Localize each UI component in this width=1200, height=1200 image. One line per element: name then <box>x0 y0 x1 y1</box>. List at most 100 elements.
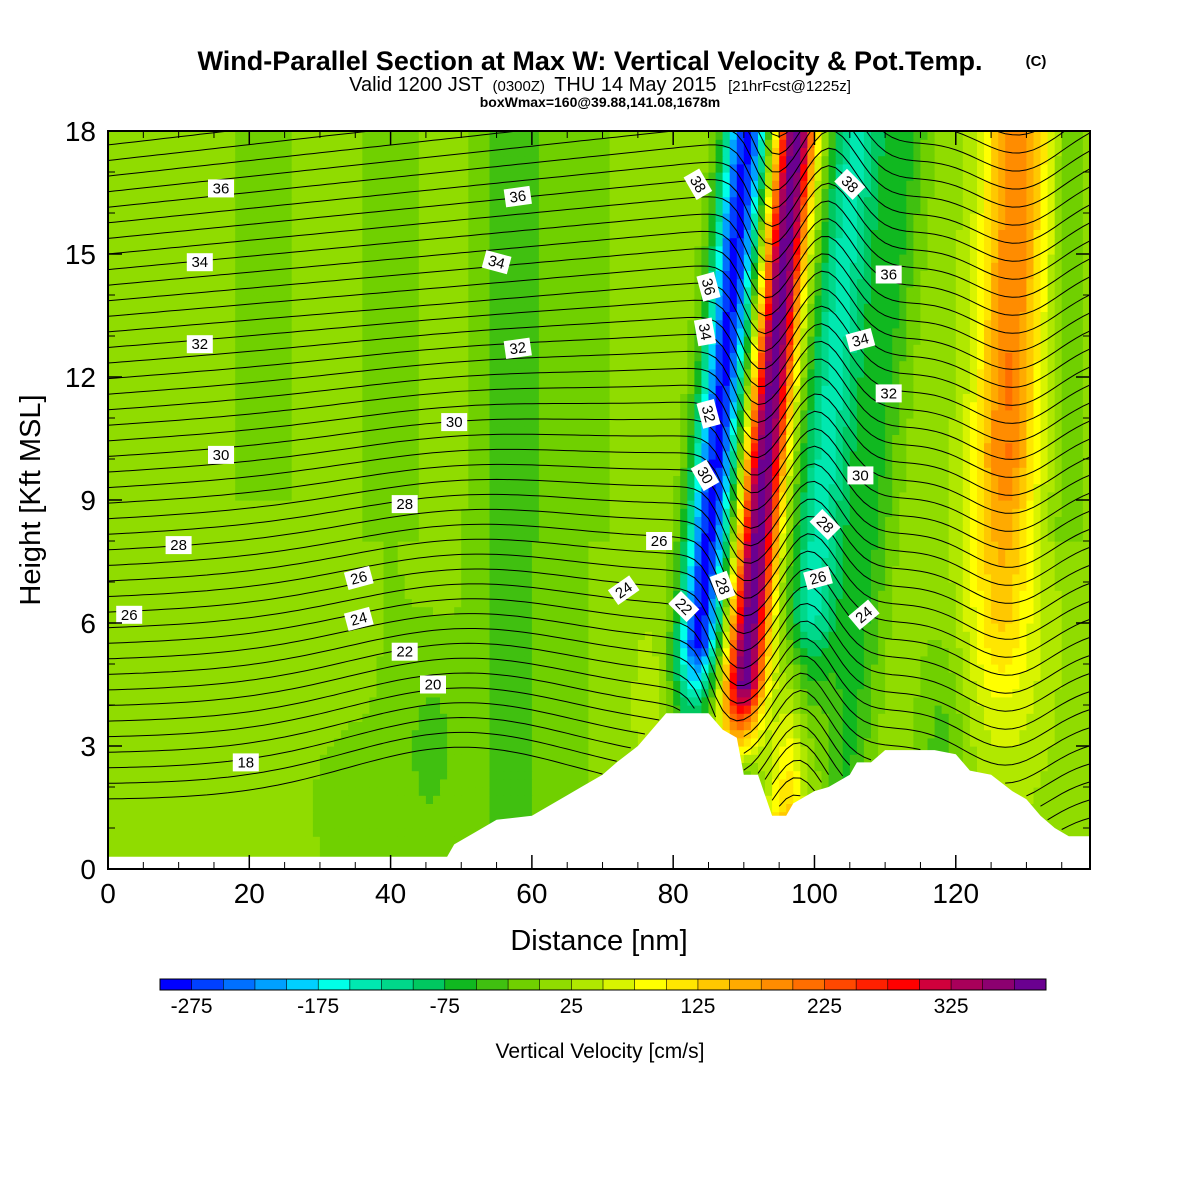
field-cell <box>807 696 816 706</box>
field-cell <box>214 729 222 739</box>
field-cell <box>588 688 597 698</box>
field-cell <box>164 721 173 731</box>
field-cell <box>1082 639 1090 649</box>
field-cell <box>560 631 568 640</box>
field-cell <box>129 836 137 845</box>
field-cell <box>503 803 512 813</box>
field-cell <box>214 582 222 591</box>
field-cell <box>1047 754 1056 763</box>
field-cell <box>475 778 484 788</box>
field-cell <box>574 770 582 780</box>
field-cell <box>277 737 286 747</box>
field-cell <box>828 639 837 649</box>
field-cell <box>461 795 469 804</box>
field-cell <box>404 664 413 673</box>
field-cell <box>369 803 378 813</box>
field-cell <box>977 631 985 640</box>
field-cell <box>553 795 561 804</box>
field-cell <box>298 795 307 804</box>
field-cell <box>143 770 151 780</box>
field-cell <box>609 631 618 640</box>
field-cell <box>871 729 879 739</box>
field-cell <box>927 737 936 747</box>
field-cell <box>736 631 745 640</box>
field-cell <box>616 746 625 755</box>
field-cell <box>447 672 455 681</box>
field-cell <box>411 795 420 804</box>
field-cell <box>397 729 406 739</box>
field-cell <box>206 836 215 845</box>
field-cell <box>531 729 540 739</box>
field-cell <box>178 696 187 706</box>
field-cell <box>425 639 434 649</box>
field-cell <box>538 680 547 690</box>
field-cell <box>362 770 370 780</box>
field-cell <box>560 639 568 649</box>
field-cell <box>164 770 173 780</box>
field-cell <box>291 844 300 854</box>
field-cell <box>1075 819 1084 829</box>
field-cell <box>546 713 554 722</box>
field-cell <box>376 778 385 788</box>
field-cell <box>708 696 717 706</box>
field-cell <box>828 672 837 681</box>
field-cell <box>1054 606 1063 616</box>
field-cell <box>666 639 674 649</box>
field-cell <box>630 664 639 673</box>
field-cell <box>503 811 512 821</box>
field-cell <box>129 737 137 747</box>
field-cell <box>666 614 674 624</box>
field-cell <box>277 762 286 772</box>
field-cell <box>955 713 964 722</box>
field-cell <box>185 680 194 690</box>
field-cell <box>835 680 844 690</box>
field-cell <box>122 746 130 755</box>
field-cell <box>369 713 378 722</box>
field-cell <box>835 754 844 763</box>
field-cell <box>327 787 335 796</box>
field-cell <box>729 680 738 690</box>
field-cell <box>736 639 745 649</box>
field-cell <box>758 705 766 714</box>
field-cell <box>786 614 794 624</box>
field-cell <box>821 754 830 763</box>
field-cell <box>1026 778 1035 788</box>
field-cell <box>178 721 187 731</box>
field-cell <box>1005 623 1013 632</box>
field-cell <box>962 737 971 747</box>
field-cell <box>376 828 385 837</box>
field-cell <box>355 787 363 796</box>
field-cell <box>115 836 123 845</box>
field-cell <box>1047 787 1056 796</box>
field-cell <box>157 598 166 608</box>
field-cell <box>305 787 314 796</box>
field-cell <box>1040 713 1049 722</box>
field-cell <box>115 639 123 649</box>
field-cell <box>348 787 356 796</box>
field-cell <box>517 672 526 681</box>
field-cell <box>863 696 872 706</box>
field-cell <box>305 664 314 673</box>
field-cell <box>143 664 151 673</box>
field-cell <box>779 664 787 673</box>
field-cell <box>821 631 830 640</box>
field-cell <box>122 647 130 657</box>
field-cell <box>249 770 257 780</box>
field-cell <box>835 590 844 599</box>
field-cell <box>496 737 505 747</box>
field-cell <box>404 737 413 747</box>
field-cell <box>334 623 342 632</box>
field-cell <box>284 746 293 755</box>
field-cell <box>828 762 837 772</box>
field-cell <box>235 688 243 698</box>
field-cell <box>743 655 752 665</box>
field-cell <box>531 573 540 583</box>
field-cell <box>143 598 151 608</box>
field-cell <box>934 705 943 714</box>
field-cell <box>171 647 180 657</box>
field-cell <box>644 655 653 665</box>
field-cell <box>786 787 794 796</box>
field-cell <box>1047 737 1056 747</box>
field-cell <box>327 639 335 649</box>
field-cell <box>327 631 335 640</box>
